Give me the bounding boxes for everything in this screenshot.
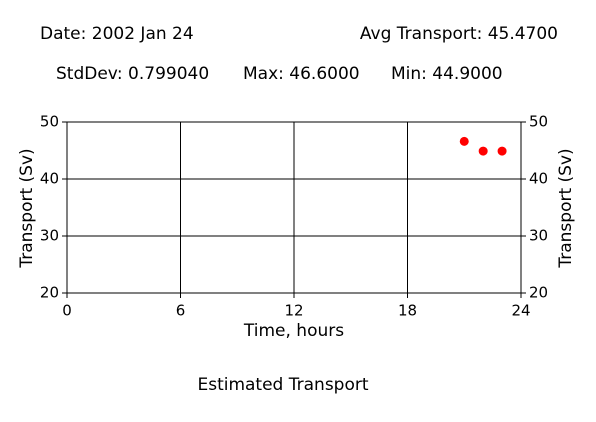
annotation: Min: 44.9000: [391, 64, 503, 84]
y2-tick-label: 40: [529, 170, 548, 188]
point: [497, 146, 507, 156]
annotation: Date: 2002 Jan 24: [40, 24, 194, 44]
y2-tick-label: 20: [529, 284, 548, 302]
chart-title: Estimated Transport: [197, 375, 368, 395]
x-axis-label: Time, hours: [243, 321, 344, 341]
x-tick-label: 24: [511, 302, 530, 320]
x-tick-label: 6: [176, 302, 186, 320]
x-tick-label: 0: [62, 302, 72, 320]
y-tick-label: 30: [40, 227, 59, 245]
point: [478, 146, 488, 156]
annotation: Max: 46.6000: [243, 64, 360, 84]
x-tick-label: 12: [284, 302, 303, 320]
y2-tick-label: 50: [529, 113, 548, 131]
y-tick-label: 20: [40, 284, 59, 302]
y-tick-label: 40: [40, 170, 59, 188]
y-axis-label: Transport (Sv): [17, 148, 37, 268]
point: [459, 136, 469, 146]
y-tick-label: 50: [40, 113, 59, 131]
x-tick-label: 18: [398, 302, 417, 320]
annotation: StdDev: 0.799040: [56, 64, 209, 84]
y2-tick-label: 30: [529, 227, 548, 245]
y2-axis-label: Transport (Sv): [556, 148, 576, 268]
annotation: Avg Transport: 45.4700: [360, 24, 558, 44]
